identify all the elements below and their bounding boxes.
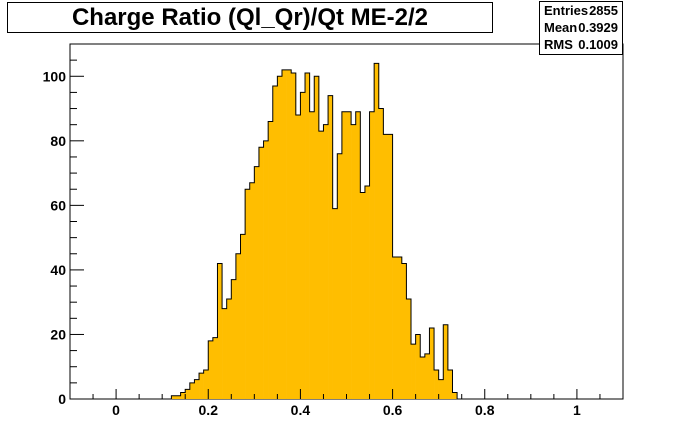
histogram-bar	[406, 298, 412, 399]
histogram-bar	[328, 95, 333, 400]
histogram-bar	[332, 208, 338, 399]
histogram-bar	[420, 357, 426, 399]
histogram-bar	[383, 134, 389, 399]
y-tick-label: 20	[50, 326, 66, 342]
histogram-bar	[434, 369, 439, 399]
histogram-bar	[235, 253, 241, 399]
y-tick-label: 60	[50, 197, 66, 213]
stats-entries-row: Entries 2855	[540, 2, 622, 19]
histogram-bar	[171, 395, 177, 399]
histogram-bar	[337, 153, 343, 399]
histogram-bar	[360, 192, 366, 399]
histogram-bar	[175, 395, 181, 399]
histogram-bar	[346, 111, 352, 399]
y-tick-label: 40	[50, 262, 66, 278]
histogram-bar	[309, 111, 315, 399]
histogram-bar	[231, 279, 237, 399]
histogram-bar	[295, 115, 301, 399]
histogram-bar	[286, 69, 292, 400]
histogram-bars	[171, 63, 458, 400]
histogram-bar	[199, 373, 204, 399]
histogram-bar	[323, 124, 329, 399]
histogram-bar	[452, 392, 458, 399]
stats-rms-row: RMS 0.1009	[540, 36, 622, 53]
stats-mean-label: Mean	[544, 20, 578, 35]
histogram-bar	[222, 308, 227, 399]
histogram-bar	[374, 63, 380, 399]
histogram-bar	[226, 298, 232, 399]
stats-entries-label: Entries	[544, 3, 589, 18]
histogram-bar	[424, 353, 430, 399]
histogram-bar	[272, 85, 278, 400]
x-tick-label: 1	[573, 402, 581, 418]
histogram-bar	[240, 234, 246, 399]
histogram-bar	[314, 76, 320, 399]
stats-mean-row: Mean 0.3929	[540, 19, 622, 36]
x-tick-label: 0.4	[291, 402, 311, 418]
stats-rms-label: RMS	[544, 37, 573, 52]
histogram-bar	[291, 73, 297, 399]
histogram-bar	[415, 334, 421, 399]
x-tick-label: 0	[112, 402, 120, 418]
y-tick-label: 0	[58, 391, 66, 407]
histogram-bar	[189, 382, 195, 399]
histogram-bar	[254, 166, 260, 399]
histogram-bar	[194, 379, 200, 399]
histogram-bar	[300, 92, 306, 399]
histogram-bar	[318, 131, 324, 400]
histogram-bar	[245, 189, 251, 399]
x-tick-label: 0.6	[383, 402, 403, 418]
y-axis: 0 20 40 60 80 100	[43, 43, 84, 407]
stats-mean-value: 0.3929	[578, 20, 618, 35]
histogram-bar	[180, 392, 186, 399]
histogram-bar	[212, 337, 218, 399]
y-tick-label: 80	[50, 133, 66, 149]
histogram-bar	[378, 108, 384, 399]
stats-entries-value: 2855	[589, 3, 618, 18]
histogram-bar	[364, 186, 370, 399]
histogram-bar	[249, 182, 255, 399]
histogram-bar	[438, 379, 444, 399]
histogram-bar	[185, 389, 191, 399]
histogram-bar	[258, 147, 264, 399]
histogram-bar	[351, 124, 357, 399]
histogram-bar	[387, 134, 393, 399]
histogram-bar	[268, 121, 274, 400]
chart-title: Charge Ratio (Ql_Qr)/Qt ME-2/2	[7, 2, 493, 33]
stats-rms-value: 0.1009	[578, 37, 618, 52]
histogram-bar	[447, 369, 453, 399]
histogram-bar	[217, 263, 223, 399]
histogram-bar	[203, 369, 209, 399]
histogram-bar	[443, 324, 449, 399]
histogram-bar	[397, 257, 403, 399]
y-tick-label: 100	[43, 68, 67, 84]
stats-box: Entries 2855 Mean 0.3929 RMS 0.1009	[539, 1, 623, 55]
histogram-bar	[369, 111, 375, 399]
histogram-bar	[411, 344, 416, 399]
histogram-outline	[170, 62, 458, 399]
x-axis: 0 0.2 0.4 0.6 0.8 1	[69, 389, 624, 418]
histogram-bar	[263, 140, 269, 399]
histogram-bar	[392, 257, 398, 399]
x-tick-label: 0.8	[475, 402, 495, 418]
histogram-bar	[208, 340, 214, 399]
histogram-bar	[277, 76, 283, 399]
histogram-bar	[355, 111, 361, 399]
histogram-bar	[401, 263, 407, 399]
histogram-bar	[341, 111, 347, 399]
x-tick-label: 0.2	[199, 402, 219, 418]
histogram-bar	[281, 69, 287, 400]
histogram-bar	[305, 73, 310, 399]
histogram-bar	[429, 328, 435, 399]
